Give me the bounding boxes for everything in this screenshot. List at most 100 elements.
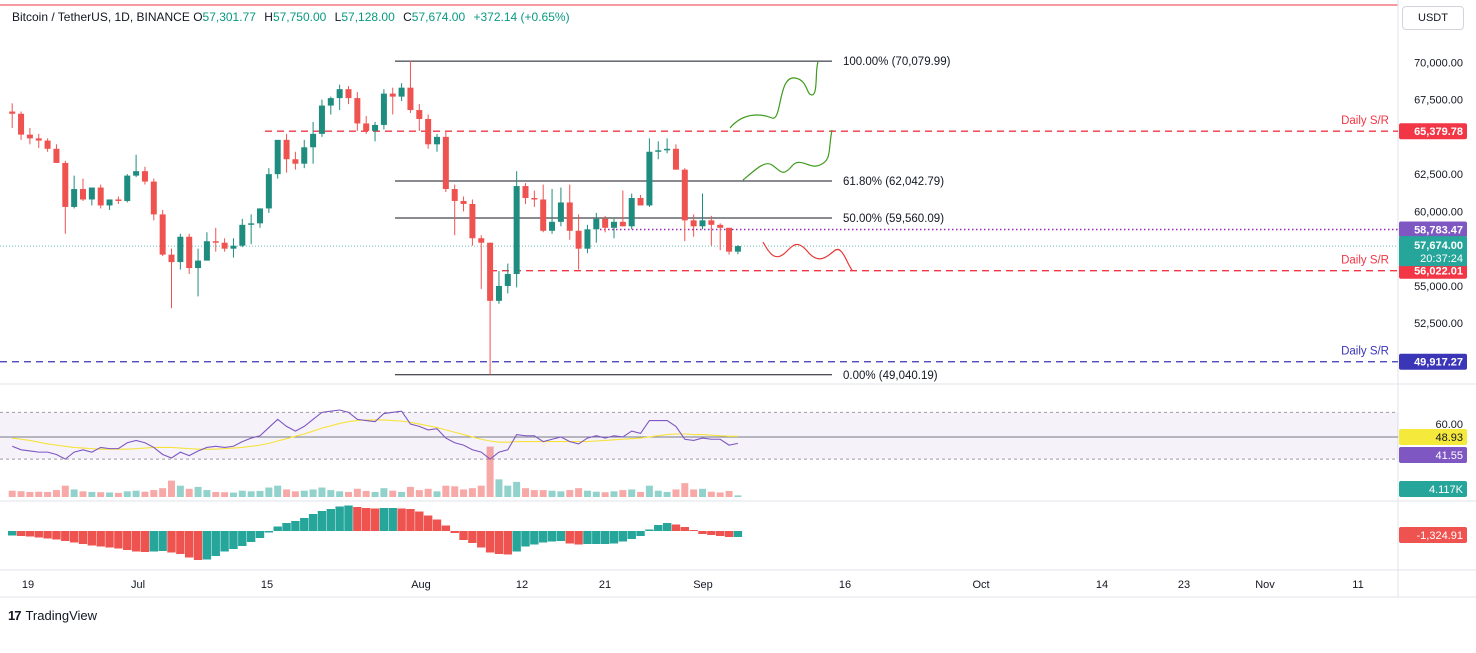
- volume-bar: [221, 492, 229, 497]
- volume-bar: [468, 488, 476, 497]
- volume-bar: [229, 492, 237, 497]
- volume-bar: [637, 491, 645, 497]
- candle-body: [460, 200, 467, 204]
- candle-body: [513, 186, 520, 275]
- volume-bar: [681, 483, 689, 497]
- macd-histogram-bar: [291, 521, 300, 531]
- candle-body: [80, 189, 86, 200]
- support-resistance-tag: [1399, 123, 1467, 140]
- candle-body: [301, 147, 308, 164]
- macd-histogram-bar: [326, 509, 335, 531]
- fib-level-label: 100.00% (70,079.99): [843, 56, 951, 68]
- time-axis-tick-label: 15: [261, 579, 273, 591]
- macd-histogram-bar: [600, 531, 610, 544]
- macd-histogram-bar: [503, 531, 512, 555]
- macd-histogram-bar: [397, 508, 406, 531]
- volume-bar: [460, 489, 468, 497]
- volume-bar: [619, 490, 627, 497]
- candle-body: [407, 87, 414, 111]
- support-resistance-value: 56,022.01: [1414, 266, 1463, 278]
- candle-body: [336, 89, 343, 99]
- macd-value: -1,324.91: [1417, 530, 1463, 542]
- candle-body: [221, 242, 228, 249]
- candle-body: [62, 162, 69, 207]
- volume-bar: [415, 490, 423, 497]
- candle-body: [292, 159, 299, 164]
- time-axis-tick-label: 14: [1096, 579, 1108, 591]
- candle-body: [637, 197, 644, 206]
- symbol-title[interactable]: Bitcoin / TetherUS, 1D, BINANCE: [12, 10, 190, 24]
- macd-histogram-bar: [388, 508, 397, 531]
- candle-body: [611, 221, 617, 228]
- candle-body: [150, 181, 157, 215]
- macd-histogram-bar: [645, 529, 654, 531]
- dotted-level-tag: [1399, 221, 1467, 238]
- volume-bar: [371, 491, 379, 497]
- macd-histogram-bar: [16, 531, 26, 536]
- macd-histogram-bar: [477, 531, 486, 548]
- volume-bar: [406, 486, 414, 497]
- macd-histogram-bar: [485, 531, 495, 553]
- macd-histogram-bar: [96, 531, 105, 547]
- macd-histogram-bar: [521, 531, 530, 547]
- volume-bar: [424, 488, 432, 497]
- volume-bar: [141, 491, 149, 497]
- price-axis-tick-label: 60,000.00: [1414, 206, 1463, 218]
- macd-histogram-bar: [273, 526, 282, 531]
- volume-bar: [495, 479, 503, 497]
- rsi-ma-line: [12, 419, 738, 450]
- last-price-value: 57,674.00: [1414, 240, 1463, 252]
- volume-bar: [672, 489, 680, 497]
- candle-body: [133, 171, 140, 176]
- volume-bar: [725, 490, 733, 497]
- candle-body: [124, 175, 131, 201]
- macd-histogram-bar: [689, 530, 698, 531]
- macd-histogram-bar: [432, 519, 442, 531]
- candle-body: [540, 199, 547, 231]
- price-axis-tick-label: 62,500.00: [1414, 169, 1463, 181]
- volume-bar: [389, 490, 397, 497]
- candle-body: [230, 245, 237, 249]
- candle-body: [345, 89, 352, 99]
- volume-bar: [26, 491, 34, 497]
- volume-bar: [8, 490, 16, 497]
- volume-bar: [707, 491, 715, 497]
- macd-histogram-bar: [131, 531, 141, 552]
- volume-bar: [309, 489, 317, 497]
- macd-histogram-bar: [238, 531, 247, 546]
- high-value: 57,750.00: [272, 10, 327, 24]
- macd-histogram-bar: [450, 531, 459, 533]
- volume-bar: [699, 488, 706, 497]
- candle-body: [327, 98, 334, 106]
- currency-button[interactable]: USDT: [1402, 6, 1464, 30]
- candle-body: [186, 236, 193, 269]
- macd-histogram-bar: [662, 523, 672, 531]
- volume-bar: [150, 490, 158, 497]
- volume-bar: [380, 488, 388, 497]
- candle-body: [44, 140, 51, 149]
- volume-bar: [557, 491, 565, 497]
- volume-bar: [247, 491, 255, 497]
- volume-bar: [88, 491, 96, 497]
- tradingview-logo-icon: 17: [8, 608, 22, 623]
- high-label: H: [264, 10, 273, 24]
- candle-body: [469, 203, 476, 239]
- candle-body: [53, 148, 60, 163]
- macd-histogram-bar: [255, 531, 265, 538]
- macd-histogram-bar: [158, 531, 167, 551]
- tradingview-brand[interactable]: 17 TradingView: [8, 608, 97, 623]
- price-axis-tick-label: 67,500.00: [1414, 95, 1463, 107]
- candle-body: [504, 274, 511, 286]
- time-axis-tick-label: 12: [516, 579, 528, 591]
- macd-histogram-bar: [140, 531, 150, 552]
- candle-body: [265, 174, 272, 209]
- candle-body: [416, 110, 423, 119]
- macd-histogram-bar: [344, 505, 353, 531]
- candle-body: [97, 187, 104, 206]
- candle-body: [310, 133, 317, 148]
- candle-body: [283, 139, 290, 160]
- macd-histogram-bar: [547, 531, 557, 542]
- macd-histogram-bar: [105, 531, 114, 548]
